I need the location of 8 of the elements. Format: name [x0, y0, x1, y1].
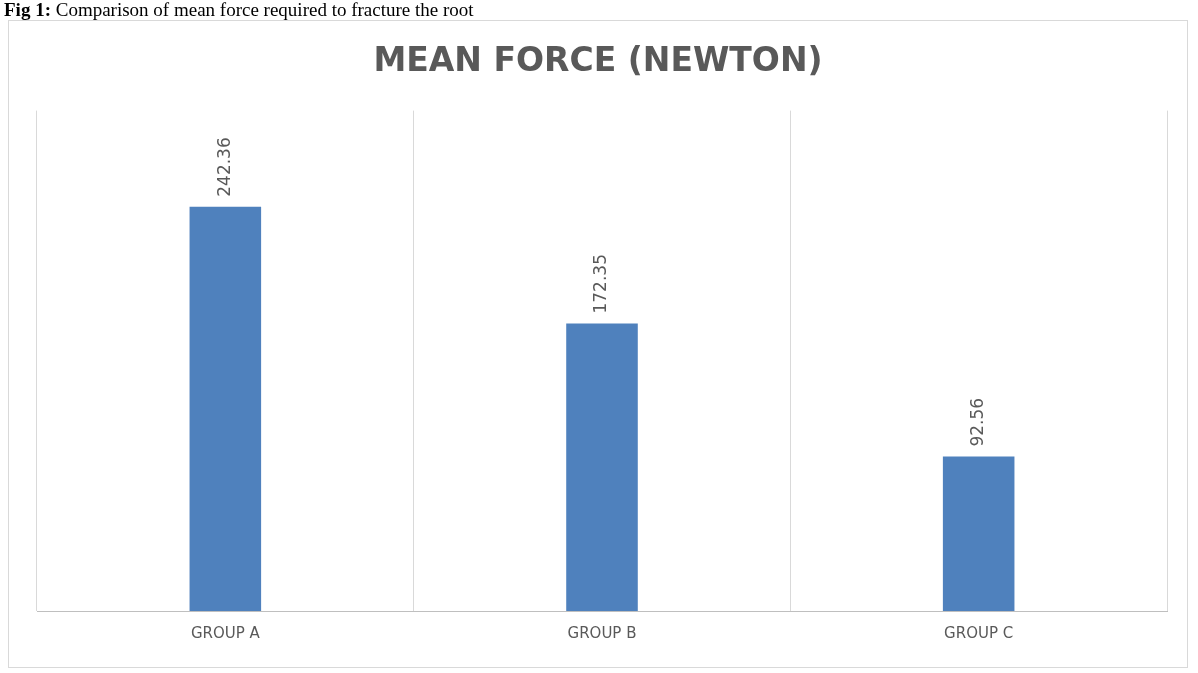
data-label: 172.35 — [590, 254, 611, 314]
x-tick-label: GROUP B — [567, 623, 637, 642]
data-label: 92.56 — [967, 397, 988, 447]
x-tick-label: GROUP A — [190, 623, 261, 642]
caption: Fig 1: Comparison of mean force required to fracture the root — [4, 0, 474, 20]
chart-title: MEAN FORCE (NEWTON) — [373, 40, 823, 80]
data-label: 242.36 — [213, 137, 234, 197]
x-tick-label: GROUP C — [944, 623, 1014, 642]
